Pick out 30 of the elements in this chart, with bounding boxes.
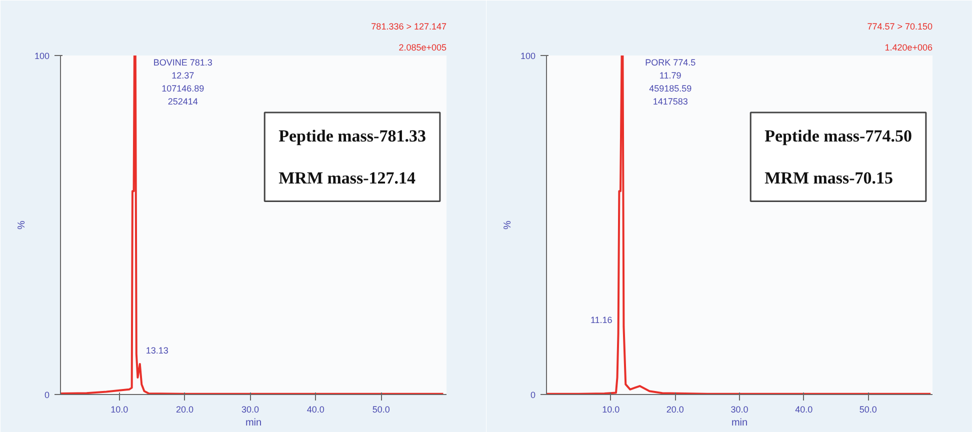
- x-tick-label: 20.0: [176, 404, 194, 414]
- chart-title: 774.57 > 70.150: [867, 22, 932, 32]
- chart-title: 781.336 > 127.147: [371, 22, 447, 32]
- x-tick-label: 40.0: [306, 404, 324, 414]
- y-tick-label: 100: [34, 51, 50, 61]
- annotation: PORK 774.5 11.79 459185.59 1417583: [645, 58, 696, 106]
- x-axis-title: min: [731, 418, 748, 428]
- chart-subtitle: 1.420e+006: [884, 42, 933, 52]
- y-tick-label: 100: [520, 51, 536, 61]
- x-tick-label: 30.0: [241, 404, 259, 414]
- chart-subtitle: 2.085e+005: [398, 42, 447, 52]
- annotation: 11.16: [590, 314, 612, 325]
- x-tick-label: 20.0: [666, 404, 684, 414]
- x-tick-label: 10.0: [110, 404, 128, 414]
- y-axis-title: %: [16, 220, 28, 230]
- annotation: Peptide mass-781.33: [278, 126, 426, 146]
- annotation: Peptide mass-774.50: [764, 126, 912, 146]
- y-axis-title: %: [502, 220, 514, 230]
- x-axis-title: min: [245, 418, 262, 428]
- x-tick-label: 50.0: [372, 404, 390, 414]
- x-tick-label: 10.0: [602, 404, 620, 414]
- annotation: MRM mass-127.14: [278, 168, 416, 188]
- annotation: MRM mass-70.15: [764, 168, 894, 188]
- x-tick-label: 40.0: [795, 404, 813, 414]
- y-tick-label: 0: [530, 390, 536, 400]
- annotation: 13.13: [146, 345, 168, 356]
- y-tick-label: 0: [44, 390, 50, 400]
- x-tick-label: 50.0: [859, 404, 877, 414]
- annotation: BOVINE 781.3 12.37 107146.89 252414: [153, 58, 212, 106]
- x-tick-label: 30.0: [730, 404, 748, 414]
